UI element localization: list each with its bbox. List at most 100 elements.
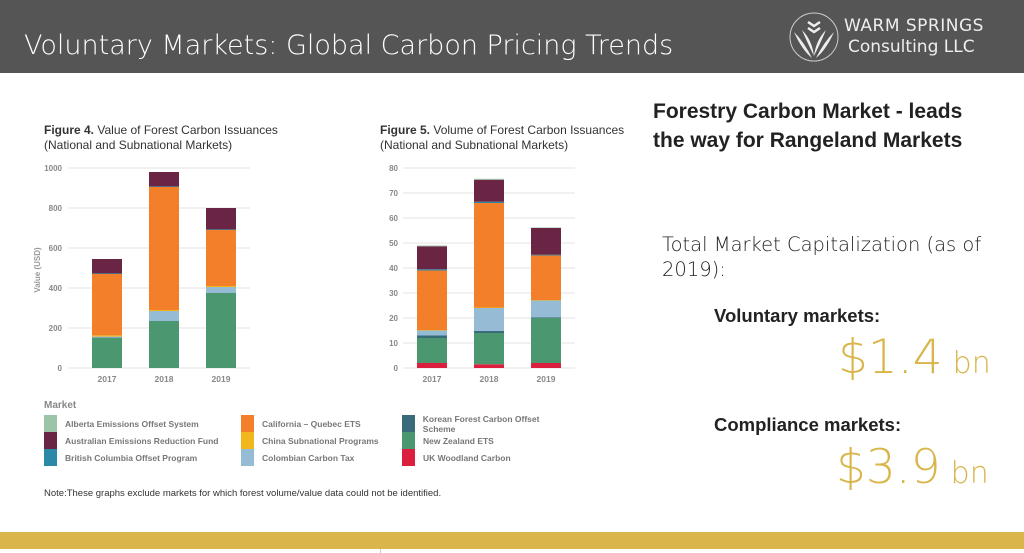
bar-segment	[474, 364, 504, 368]
bar-segment	[149, 310, 179, 311]
legend-label: Korean Forest Carbon Offset Scheme	[422, 413, 540, 434]
bar-segment	[474, 333, 504, 365]
bar-segment	[149, 187, 179, 310]
bar-segment	[206, 286, 236, 287]
y-tick-label: 20	[389, 314, 398, 323]
bar-segment	[474, 203, 504, 308]
header-bar	[0, 0, 1024, 73]
bar-segment	[206, 287, 236, 293]
bar-segment	[531, 363, 561, 368]
legend-label: Colombian Carbon Tax	[262, 452, 355, 463]
bar-segment	[417, 363, 447, 368]
slide-title: Voluntary Markets: Global Carbon Pricing…	[24, 30, 674, 61]
legend-item: Australian Emissions Reduction Fund	[44, 432, 241, 449]
x-tick-label: 2019	[537, 374, 556, 384]
bar-segment	[474, 308, 504, 331]
legend-item: Colombian Carbon Tax	[241, 449, 402, 466]
bar-segment	[474, 178, 504, 180]
bar-segment	[531, 228, 561, 255]
chart-note: Note:These graphs exclude markets for wh…	[44, 488, 442, 499]
wheat-logo-icon	[789, 12, 839, 62]
x-tick-label: 2018	[155, 374, 174, 384]
y-tick-label: 10	[389, 339, 398, 348]
voluntary-value: $1.4 bn	[838, 330, 991, 385]
legend-label: Australian Emissions Reduction Fund	[65, 435, 219, 446]
bar-segment	[417, 270, 447, 330]
footer-bar	[0, 532, 1024, 549]
legend-swatch	[44, 449, 57, 466]
bar-segment	[531, 254, 561, 256]
capitalization-label: Total Market Capitalization (as of 2019)…	[662, 233, 982, 281]
bar-segment	[149, 311, 179, 321]
bar-segment	[206, 229, 236, 230]
bar-segment	[417, 330, 447, 336]
legend-swatch	[402, 432, 415, 449]
bar-segment	[92, 273, 122, 274]
x-tick-label: 2019	[212, 374, 231, 384]
legend-label: Alberta Emissions Offset System	[65, 418, 199, 429]
legend-label: New Zealand ETS	[423, 435, 494, 446]
bar-segment	[206, 293, 236, 368]
legend: Market Alberta Emissions Offset System Au…	[44, 400, 584, 466]
legend-label: British Columbia Offset Program	[65, 452, 198, 463]
bar-segment	[474, 307, 504, 308]
y-tick-label: 70	[389, 189, 398, 198]
bar-segment	[531, 318, 561, 363]
bar-segment	[531, 300, 561, 318]
bar-segment	[206, 230, 236, 286]
y-tick-label: 0	[394, 364, 399, 373]
legend-swatch	[44, 432, 57, 449]
x-tick-label: 2017	[423, 374, 442, 384]
bar-segment	[92, 338, 122, 368]
y-tick-label: 200	[49, 324, 63, 333]
divider	[380, 549, 381, 553]
bar-segment	[531, 300, 561, 301]
legend-item: British Columbia Offset Program	[44, 449, 241, 466]
legend-item: California – Quebec ETS	[241, 415, 402, 432]
legend-label: UK Woodland Carbon	[423, 452, 511, 463]
bar-segment	[474, 179, 504, 202]
legend-swatch	[241, 432, 254, 449]
y-tick-label: 50	[389, 239, 398, 248]
legend-item: New Zealand ETS	[402, 432, 572, 449]
figure-4-title: Figure 4. Value of Forest Carbon Issuanc…	[44, 123, 278, 152]
legend-label: China Subnational Programs	[262, 435, 379, 446]
bar-segment	[531, 227, 561, 228]
bar-segment	[417, 269, 447, 271]
figure-5-title: Figure 5. Volume of Forest Carbon Issuan…	[380, 123, 625, 152]
legend-swatch	[402, 449, 415, 466]
y-tick-label: 0	[58, 364, 63, 373]
bar-segment	[531, 255, 561, 300]
x-tick-label: 2017	[98, 374, 117, 384]
y-tick-label: 80	[389, 164, 398, 173]
y-tick-label: 600	[49, 244, 63, 253]
chart-4: 0 200 400 600 800 1000 2017 2018 2019 Value (USD)	[33, 164, 250, 384]
y-tick-label: 60	[389, 214, 398, 223]
y-tick-label: 40	[389, 264, 398, 273]
legend-swatch	[241, 415, 254, 432]
bar-segment	[149, 321, 179, 368]
bar-segment	[417, 245, 447, 247]
y-tick-label: 30	[389, 289, 398, 298]
bar-segment	[417, 330, 447, 331]
bar-segment	[92, 259, 122, 274]
y-tick-label: 1000	[44, 164, 62, 173]
bar-segment	[474, 201, 504, 203]
bar-segment	[206, 208, 236, 230]
bar-segment	[92, 336, 122, 338]
x-tick-label: 2018	[480, 374, 499, 384]
bar-segment	[417, 246, 447, 270]
bar-segment	[474, 331, 504, 333]
y-tick-label: 400	[49, 284, 63, 293]
bar-segment	[149, 186, 179, 187]
bar-segment	[531, 317, 561, 318]
bar-segment	[149, 172, 179, 187]
y-axis-label: Value (USD)	[33, 247, 42, 293]
compliance-value: $3.9 bn	[836, 440, 989, 495]
legend-swatch	[402, 415, 415, 432]
legend-item: Alberta Emissions Offset System	[44, 415, 241, 432]
voluntary-label: Voluntary markets:	[714, 305, 881, 326]
legend-item: China Subnational Programs	[241, 432, 402, 449]
legend-label: California – Quebec ETS	[262, 418, 361, 429]
